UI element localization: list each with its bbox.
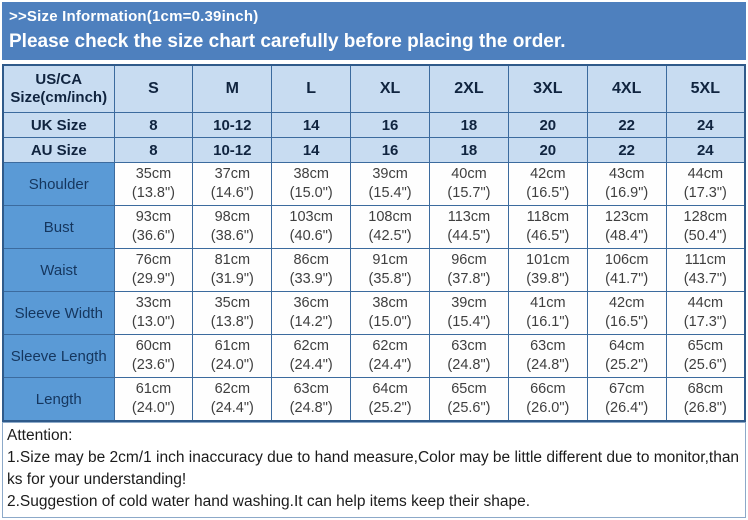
measurement-cell: 33cm (13.0") — [113, 291, 194, 335]
region-size-cell: 20 — [507, 137, 588, 163]
measurement-cell: 96cm (37.8") — [429, 248, 509, 292]
measurement-cell: 65cm (25.6") — [429, 377, 509, 422]
region-size-cell: 20 — [507, 112, 588, 138]
table-row-measurement: Waist 76cm (29.9") 81cm (31.9") 86cm (33.9") 91… — [2, 248, 746, 292]
table-row-measurement: Sleeve Length 60cm (23.6") 61cm (24.0") 62cm(… — [2, 334, 746, 378]
measurement-cell: 42cm (16.5") — [586, 291, 667, 335]
measurement-row-label: Waist — [2, 248, 115, 292]
measurement-cell: 98cm (38.6") — [192, 205, 273, 249]
table-row-region: UK Size 8 10-12 14 16 18 20 22 24 — [2, 112, 746, 138]
measurement-cell: 86cm (33.9") — [271, 248, 352, 292]
measurement-cell: 103cm (40.6") — [271, 205, 352, 249]
measurement-cell: 67cm (26.4") — [586, 377, 667, 422]
measurement-row-label: Length — [2, 377, 115, 422]
region-size-cell: 22 — [586, 137, 667, 163]
region-row-label: AU Size — [2, 137, 115, 163]
region-size-cell: 16 — [350, 112, 430, 138]
measurement-row-label: Sleeve Length — [2, 334, 115, 378]
size-info-banner: >>Size Information(1cm=0.39inch) Please … — [2, 2, 746, 60]
measurement-cell: 35cm (13.8") — [192, 291, 273, 335]
measurement-cell: 61cm (24.0") — [113, 377, 194, 422]
region-size-cell: 14 — [271, 137, 352, 163]
measurement-cell: 63cm (24.8") — [429, 334, 509, 378]
region-size-cell: 8 — [113, 112, 194, 138]
measurement-cell: 123cm (48.4") — [586, 205, 667, 249]
region-size-cell: 8 — [113, 137, 194, 163]
region-size-cell: 18 — [429, 137, 509, 163]
size-column-header: 5XL — [665, 64, 746, 113]
table-row-measurement: Bust 93cm (36.6") 98cm (38.6") 103cm (40.6") 10… — [2, 205, 746, 249]
measurement-cell: 106cm (41.7") — [586, 248, 667, 292]
measurement-cell: 118cm (46.5") — [507, 205, 588, 249]
size-chart-table: US/CA Size(cm/inch) S M L XL 2XL 3XL 4XL 5XL UK Si… — [2, 64, 746, 422]
measurement-cell: 63cm (24.8") — [507, 334, 588, 378]
measurement-cell: 43cm (16.9") — [586, 162, 667, 206]
measurement-cell: 44cm (17.3") — [665, 162, 746, 206]
table-row-measurement: Length 61cm (24.0") 62cm (24.4") 63cm (24.8") 6… — [2, 377, 746, 422]
measurement-cell: 93cm (36.6") — [113, 205, 194, 249]
size-chart-warning: Please check the size chart carefully be… — [9, 31, 566, 52]
measurement-cell: 113cm (44.5") — [429, 205, 509, 249]
measurement-cell: 36cm (14.2") — [271, 291, 352, 335]
size-column-header: S — [113, 64, 194, 113]
measurement-cell: 68cm (26.8") — [665, 377, 746, 422]
size-column-header: XL — [350, 64, 430, 113]
measurement-cell: 62cm (24.4") — [271, 334, 352, 378]
measurement-cell: 64cm (25.2") — [350, 377, 430, 422]
attention-section: Attention: 1.Size may be 2cm/1 inch inac… — [2, 422, 746, 518]
measurement-cell: 35cm (13.8") — [113, 162, 194, 206]
size-column-header: M — [192, 64, 273, 113]
measurement-cell: 65cm (25.6") — [665, 334, 746, 378]
measurement-cell: 39cm (15.4") — [350, 162, 430, 206]
measurement-cell: 39cm (15.4") — [429, 291, 509, 335]
table-row-measurement: Sleeve Width 33cm (13.0") 35cm (13.8") 36cm (1… — [2, 291, 746, 335]
table-row-region: AU Size 8 10-12 14 16 18 20 22 24 — [2, 137, 746, 163]
measurement-cell: 128cm (50.4") — [665, 205, 746, 249]
measurement-cell: 44cm (17.3") — [665, 291, 746, 335]
measurement-cell: 66cm (26.0") — [507, 377, 588, 422]
region-size-cell: 10-12 — [192, 112, 273, 138]
measurement-cell: 62cm (24.4") — [192, 377, 273, 422]
measurement-cell: 38cm (15.0") — [350, 291, 430, 335]
measurement-row-label: Shoulder — [2, 162, 115, 206]
attention-note-2: 2.Suggestion of cold water hand washing.… — [7, 493, 531, 510]
size-column-header: L — [271, 64, 352, 113]
region-size-cell: 18 — [429, 112, 509, 138]
measurement-cell: 76cm (29.9") — [113, 248, 194, 292]
size-column-header: 4XL — [586, 64, 667, 113]
measurement-cell: 81cm (31.9") — [192, 248, 273, 292]
table-row-header: US/CA Size(cm/inch) S M L XL 2XL 3XL 4XL 5XL — [2, 64, 746, 113]
region-size-cell: 10-12 — [192, 137, 273, 163]
measurement-cell: 111cm (43.7") — [665, 248, 746, 292]
measurement-cell: 62cm (24.4") — [350, 334, 430, 378]
measurement-cell: 91cm (35.8") — [350, 248, 430, 292]
size-column-header: 2XL — [429, 64, 509, 113]
measurement-cell: 60cm (23.6") — [113, 334, 194, 378]
region-size-cell: 16 — [350, 137, 430, 163]
region-row-label: UK Size — [2, 112, 115, 138]
region-size-cell: 24 — [665, 137, 746, 163]
region-size-cell: 14 — [271, 112, 352, 138]
region-size-cell: 22 — [586, 112, 667, 138]
measurement-cell: 41cm (16.1") — [507, 291, 588, 335]
measurement-cell: 101cm (39.8") — [507, 248, 588, 292]
measurement-cell: 108cm (42.5") — [350, 205, 430, 249]
measurement-cell: 64cm (25.2") — [586, 334, 667, 378]
attention-note-1: 1.Size may be 2cm/1 inch inaccuracy due … — [7, 449, 740, 488]
measurement-cell: 42cm (16.5") — [507, 162, 588, 206]
measurement-row-label: Sleeve Width — [2, 291, 115, 335]
measurement-cell: 40cm (15.7") — [429, 162, 509, 206]
corner-header-cell: US/CA Size(cm/inch) — [2, 64, 115, 113]
attention-title: Attention: — [7, 427, 73, 444]
measurement-cell: 38cm (15.0") — [271, 162, 352, 206]
measurement-row-label: Bust — [2, 205, 115, 249]
size-info-title: >>Size Information(1cm=0.39inch) — [9, 8, 259, 25]
measurement-cell: 63cm (24.8") — [271, 377, 352, 422]
measurement-cell: 61cm (24.0") — [192, 334, 273, 378]
measurement-cell: 37cm (14.6") — [192, 162, 273, 206]
region-size-cell: 24 — [665, 112, 746, 138]
size-column-header: 3XL — [507, 64, 588, 113]
table-row-measurement: Shoulder 35cm (13.8") 37cm (14.6") 38cm (15.0"… — [2, 162, 746, 206]
